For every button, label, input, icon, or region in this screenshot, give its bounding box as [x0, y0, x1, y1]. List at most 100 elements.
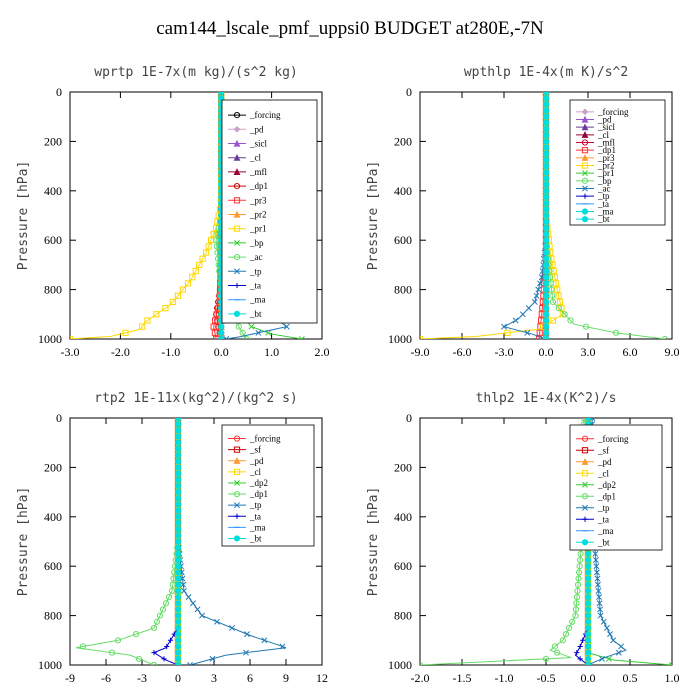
x-tick-label: -3.0: [495, 345, 514, 359]
y-tick-label: 800: [44, 609, 62, 623]
legend-marker-ta: [234, 282, 240, 289]
panel-title: wprtp 1E-7x(m kg)/(s^2 kg): [94, 65, 298, 80]
legend-marker-dp2: [234, 479, 240, 486]
series-marker-ta: [167, 637, 174, 643]
legend-label-bt: _bt: [249, 309, 262, 319]
series-marker-dp1: [159, 606, 167, 613]
series-marker-tp: [594, 575, 601, 582]
legend-marker-sicl: [233, 139, 241, 147]
series-marker-dp1: [150, 624, 158, 632]
series-marker-dp1: [554, 649, 561, 656]
series-marker-bt: [174, 624, 182, 632]
series-marker-bp: [248, 323, 255, 330]
series-marker-dp1: [156, 612, 164, 619]
series-marker-tp: [597, 606, 604, 613]
series-marker-pr1: [122, 329, 129, 336]
series-group: [420, 92, 669, 339]
legend-label-bt: _bt: [597, 214, 610, 224]
series-marker-pr1: [169, 298, 176, 306]
legend-marker-forcing: [233, 112, 241, 119]
series-marker-pr1: [153, 311, 160, 318]
series-marker-pr1: [189, 274, 196, 281]
legend-label-ta: _ta: [249, 511, 261, 521]
y-tick-label: 1000: [388, 658, 412, 672]
series-marker-bt: [174, 618, 182, 625]
series-marker-bt: [542, 206, 550, 213]
chart-panel-wpthlp: wpthlp 1E-4x(m K)/s^2 Pressure [hPa] -9.0 -…: [366, 65, 680, 359]
series-marker-tp: [187, 662, 193, 665]
series-marker-tp: [596, 594, 602, 601]
series-marker-tp: [180, 581, 187, 588]
legend-label-ma: _ma: [249, 295, 266, 305]
series-marker-bt: [542, 132, 550, 139]
series-marker-dp1: [574, 581, 582, 588]
series-marker-bt: [584, 606, 592, 613]
series-marker-bt: [218, 329, 225, 336]
series-marker-bt: [542, 305, 550, 312]
series-marker-bt: [542, 163, 550, 170]
series-marker-bt: [174, 451, 182, 459]
series-marker-ac: [533, 292, 540, 299]
legend-marker-pr1: [582, 170, 588, 177]
series-marker-dp1: [114, 637, 122, 644]
legend-label-forcing: _forcing: [597, 107, 629, 117]
y-tick-label: 600: [44, 233, 62, 247]
plot-frame: [69, 91, 323, 340]
series-marker-tp: [592, 550, 599, 557]
legend-label-ma: _ma: [597, 526, 614, 536]
x-tick-label: 0.0: [581, 671, 596, 685]
y-axis-label: Pressure [hPa]: [366, 161, 381, 271]
series-marker-pr3: [211, 329, 219, 336]
y-tick-label: 0: [56, 411, 62, 425]
series-marker-bt: [174, 476, 182, 483]
series-marker-pr2: [549, 317, 556, 324]
legend-marker-cl: [233, 153, 241, 161]
series-marker-pr2: [555, 292, 562, 299]
series-marker-bt: [218, 92, 225, 96]
x-tick-label: -9: [65, 671, 75, 685]
legend-marker-pd: [581, 458, 589, 465]
legend-marker-forcing: [581, 108, 589, 116]
series-marker-bt: [542, 274, 550, 281]
series-marker-bt: [174, 532, 182, 539]
series-marker-dp1: [536, 329, 543, 336]
series-marker-bt: [542, 113, 550, 120]
series-marker-dp1: [153, 618, 161, 625]
legend-marker-forcing: [581, 435, 589, 442]
legend-label-sicl: _sicl: [249, 139, 267, 149]
series-marker-tp: [194, 606, 201, 613]
series-marker-ac: [531, 298, 538, 305]
legend-label-sf: _sf: [249, 445, 261, 455]
series-marker-bt: [174, 439, 182, 446]
series-marker-bt: [218, 323, 225, 330]
chart-panel-rtp2: rtp2 1E-11x(kg^2)/(kg^2 s) Pressure [hPa]…: [16, 391, 328, 685]
legend-marker-cl: [581, 470, 589, 477]
series-marker-dp1: [150, 661, 158, 665]
series-marker-bt: [218, 335, 225, 339]
series-marker-bt: [584, 612, 592, 619]
legend-label-ac: _ac: [597, 184, 611, 194]
series-marker-bt: [174, 581, 182, 588]
series-marker-bt: [542, 335, 550, 339]
series-marker-bt: [174, 538, 182, 545]
legend-label-tp: _tp: [249, 500, 262, 510]
series-marker-pr1: [192, 267, 199, 275]
legend-label-ta: _ta: [249, 281, 261, 291]
series-marker-dp1: [573, 593, 581, 601]
series-marker-bt: [174, 501, 182, 508]
legend-label-cl: _cl: [597, 130, 609, 140]
legend-label-pd: _pd: [597, 115, 612, 125]
series-line-dp1: [420, 418, 585, 665]
x-tick-label: 1.0: [665, 671, 680, 685]
series-marker-dp1: [168, 587, 176, 595]
series-marker-bt: [174, 593, 182, 601]
legend-label-forcing: _forcing: [597, 434, 629, 444]
series-marker-bt: [174, 519, 182, 527]
series-marker-bt: [584, 550, 592, 557]
legend-label-dp2: _dp2: [597, 480, 616, 490]
series-marker-bt: [174, 445, 182, 452]
series-marker-pr2: [556, 298, 564, 306]
series-marker-bt: [542, 119, 550, 126]
series-marker-ta: [577, 656, 583, 662]
